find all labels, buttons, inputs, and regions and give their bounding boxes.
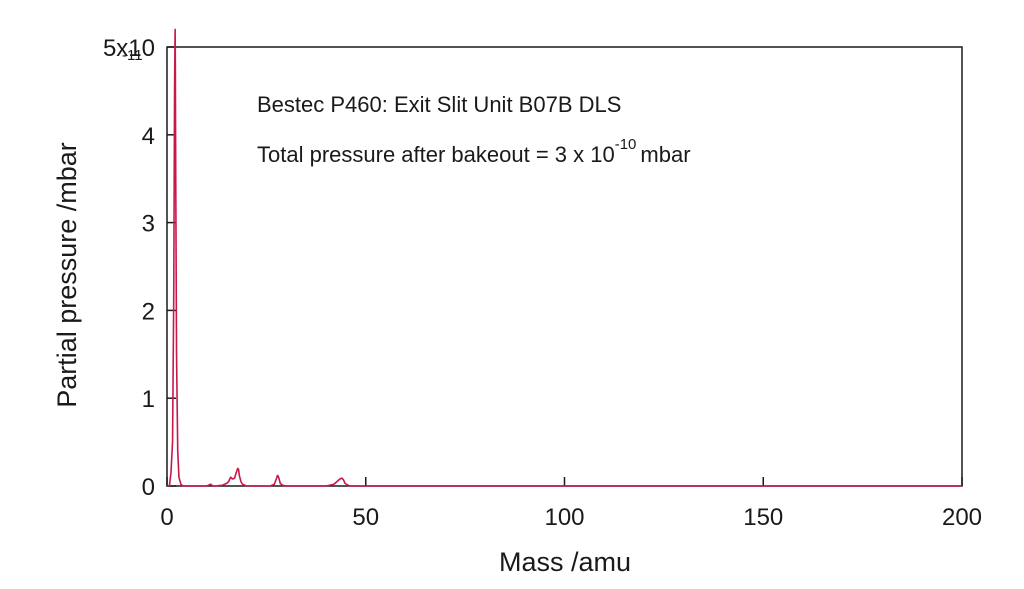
x-axis-label: Mass /amu bbox=[499, 547, 631, 577]
y-tick-label: 4 bbox=[142, 123, 155, 150]
y-top-exponent: -11 bbox=[122, 47, 143, 64]
annotation-title: Bestec P460: Exit Slit Unit B07B DLS bbox=[257, 92, 621, 117]
x-tick-label: 0 bbox=[160, 504, 173, 531]
y-tick-label: 3 bbox=[142, 211, 155, 238]
annotation-pressure-exponent: -10 bbox=[615, 136, 637, 153]
x-axis-ticks: 0 50 100 150 200 bbox=[160, 477, 982, 531]
y-axis-label: Partial pressure /mbar bbox=[52, 142, 82, 408]
y-tick-label: 5x10 bbox=[103, 35, 155, 62]
annotation-pressure-prefix: Total pressure after bakeout = 3 x 10 bbox=[257, 142, 615, 167]
y-tick-label: 1 bbox=[142, 386, 155, 413]
x-tick-label: 50 bbox=[352, 504, 379, 531]
y-tick-label: 0 bbox=[142, 474, 155, 501]
annotation-pressure-suffix: mbar bbox=[640, 142, 690, 167]
annotation-pressure: Total pressure after bakeout = 3 x 10-10… bbox=[257, 136, 691, 167]
y-tick-label: 2 bbox=[142, 298, 155, 325]
series-line bbox=[167, 28, 962, 487]
x-tick-label: 150 bbox=[743, 504, 783, 531]
x-tick-label: 100 bbox=[544, 504, 584, 531]
y-axis-ticks: 0 1 2 3 4 5x10 bbox=[103, 35, 176, 501]
x-tick-label: 200 bbox=[942, 504, 982, 531]
